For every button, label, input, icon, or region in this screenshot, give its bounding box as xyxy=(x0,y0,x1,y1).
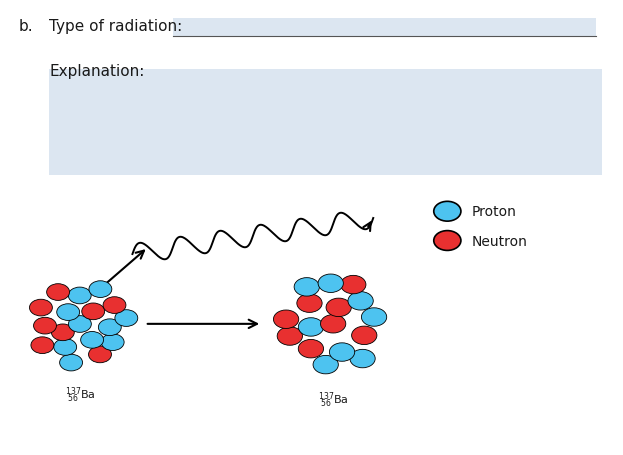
Circle shape xyxy=(350,349,375,368)
Circle shape xyxy=(54,339,77,355)
Circle shape xyxy=(80,332,103,349)
Circle shape xyxy=(348,292,373,310)
Circle shape xyxy=(60,354,82,371)
Circle shape xyxy=(69,288,91,304)
Text: Proton: Proton xyxy=(472,205,517,219)
Circle shape xyxy=(88,346,112,363)
Circle shape xyxy=(434,231,461,251)
Circle shape xyxy=(361,308,387,327)
Text: b.: b. xyxy=(18,19,33,34)
Circle shape xyxy=(103,297,126,314)
Circle shape xyxy=(98,319,121,336)
Circle shape xyxy=(29,299,52,316)
Circle shape xyxy=(277,327,303,345)
Circle shape xyxy=(326,298,351,317)
Circle shape xyxy=(351,326,377,345)
Circle shape xyxy=(34,318,57,334)
Circle shape xyxy=(101,334,124,351)
Circle shape xyxy=(298,340,323,358)
Text: Explanation:: Explanation: xyxy=(49,63,145,78)
Text: $^{137}_{\ 56}$Ba: $^{137}_{\ 56}$Ba xyxy=(65,385,95,404)
Circle shape xyxy=(320,315,346,333)
Circle shape xyxy=(341,276,366,294)
Circle shape xyxy=(273,310,299,329)
Circle shape xyxy=(313,356,338,374)
Circle shape xyxy=(294,278,320,297)
Circle shape xyxy=(115,310,138,327)
Circle shape xyxy=(298,318,323,336)
Text: Neutron: Neutron xyxy=(472,234,528,248)
Circle shape xyxy=(89,281,112,298)
Bar xyxy=(173,20,596,36)
Circle shape xyxy=(57,304,80,321)
Bar xyxy=(49,70,602,176)
Circle shape xyxy=(318,274,343,293)
Circle shape xyxy=(47,284,70,301)
Circle shape xyxy=(31,337,54,354)
Text: $^{137}_{\ 56}$Ba: $^{137}_{\ 56}$Ba xyxy=(318,389,348,409)
Text: Type of radiation:: Type of radiation: xyxy=(49,19,183,34)
Circle shape xyxy=(434,202,461,222)
Circle shape xyxy=(82,303,105,320)
Circle shape xyxy=(330,343,354,361)
Circle shape xyxy=(69,316,92,333)
Circle shape xyxy=(52,324,74,341)
Circle shape xyxy=(297,294,322,313)
